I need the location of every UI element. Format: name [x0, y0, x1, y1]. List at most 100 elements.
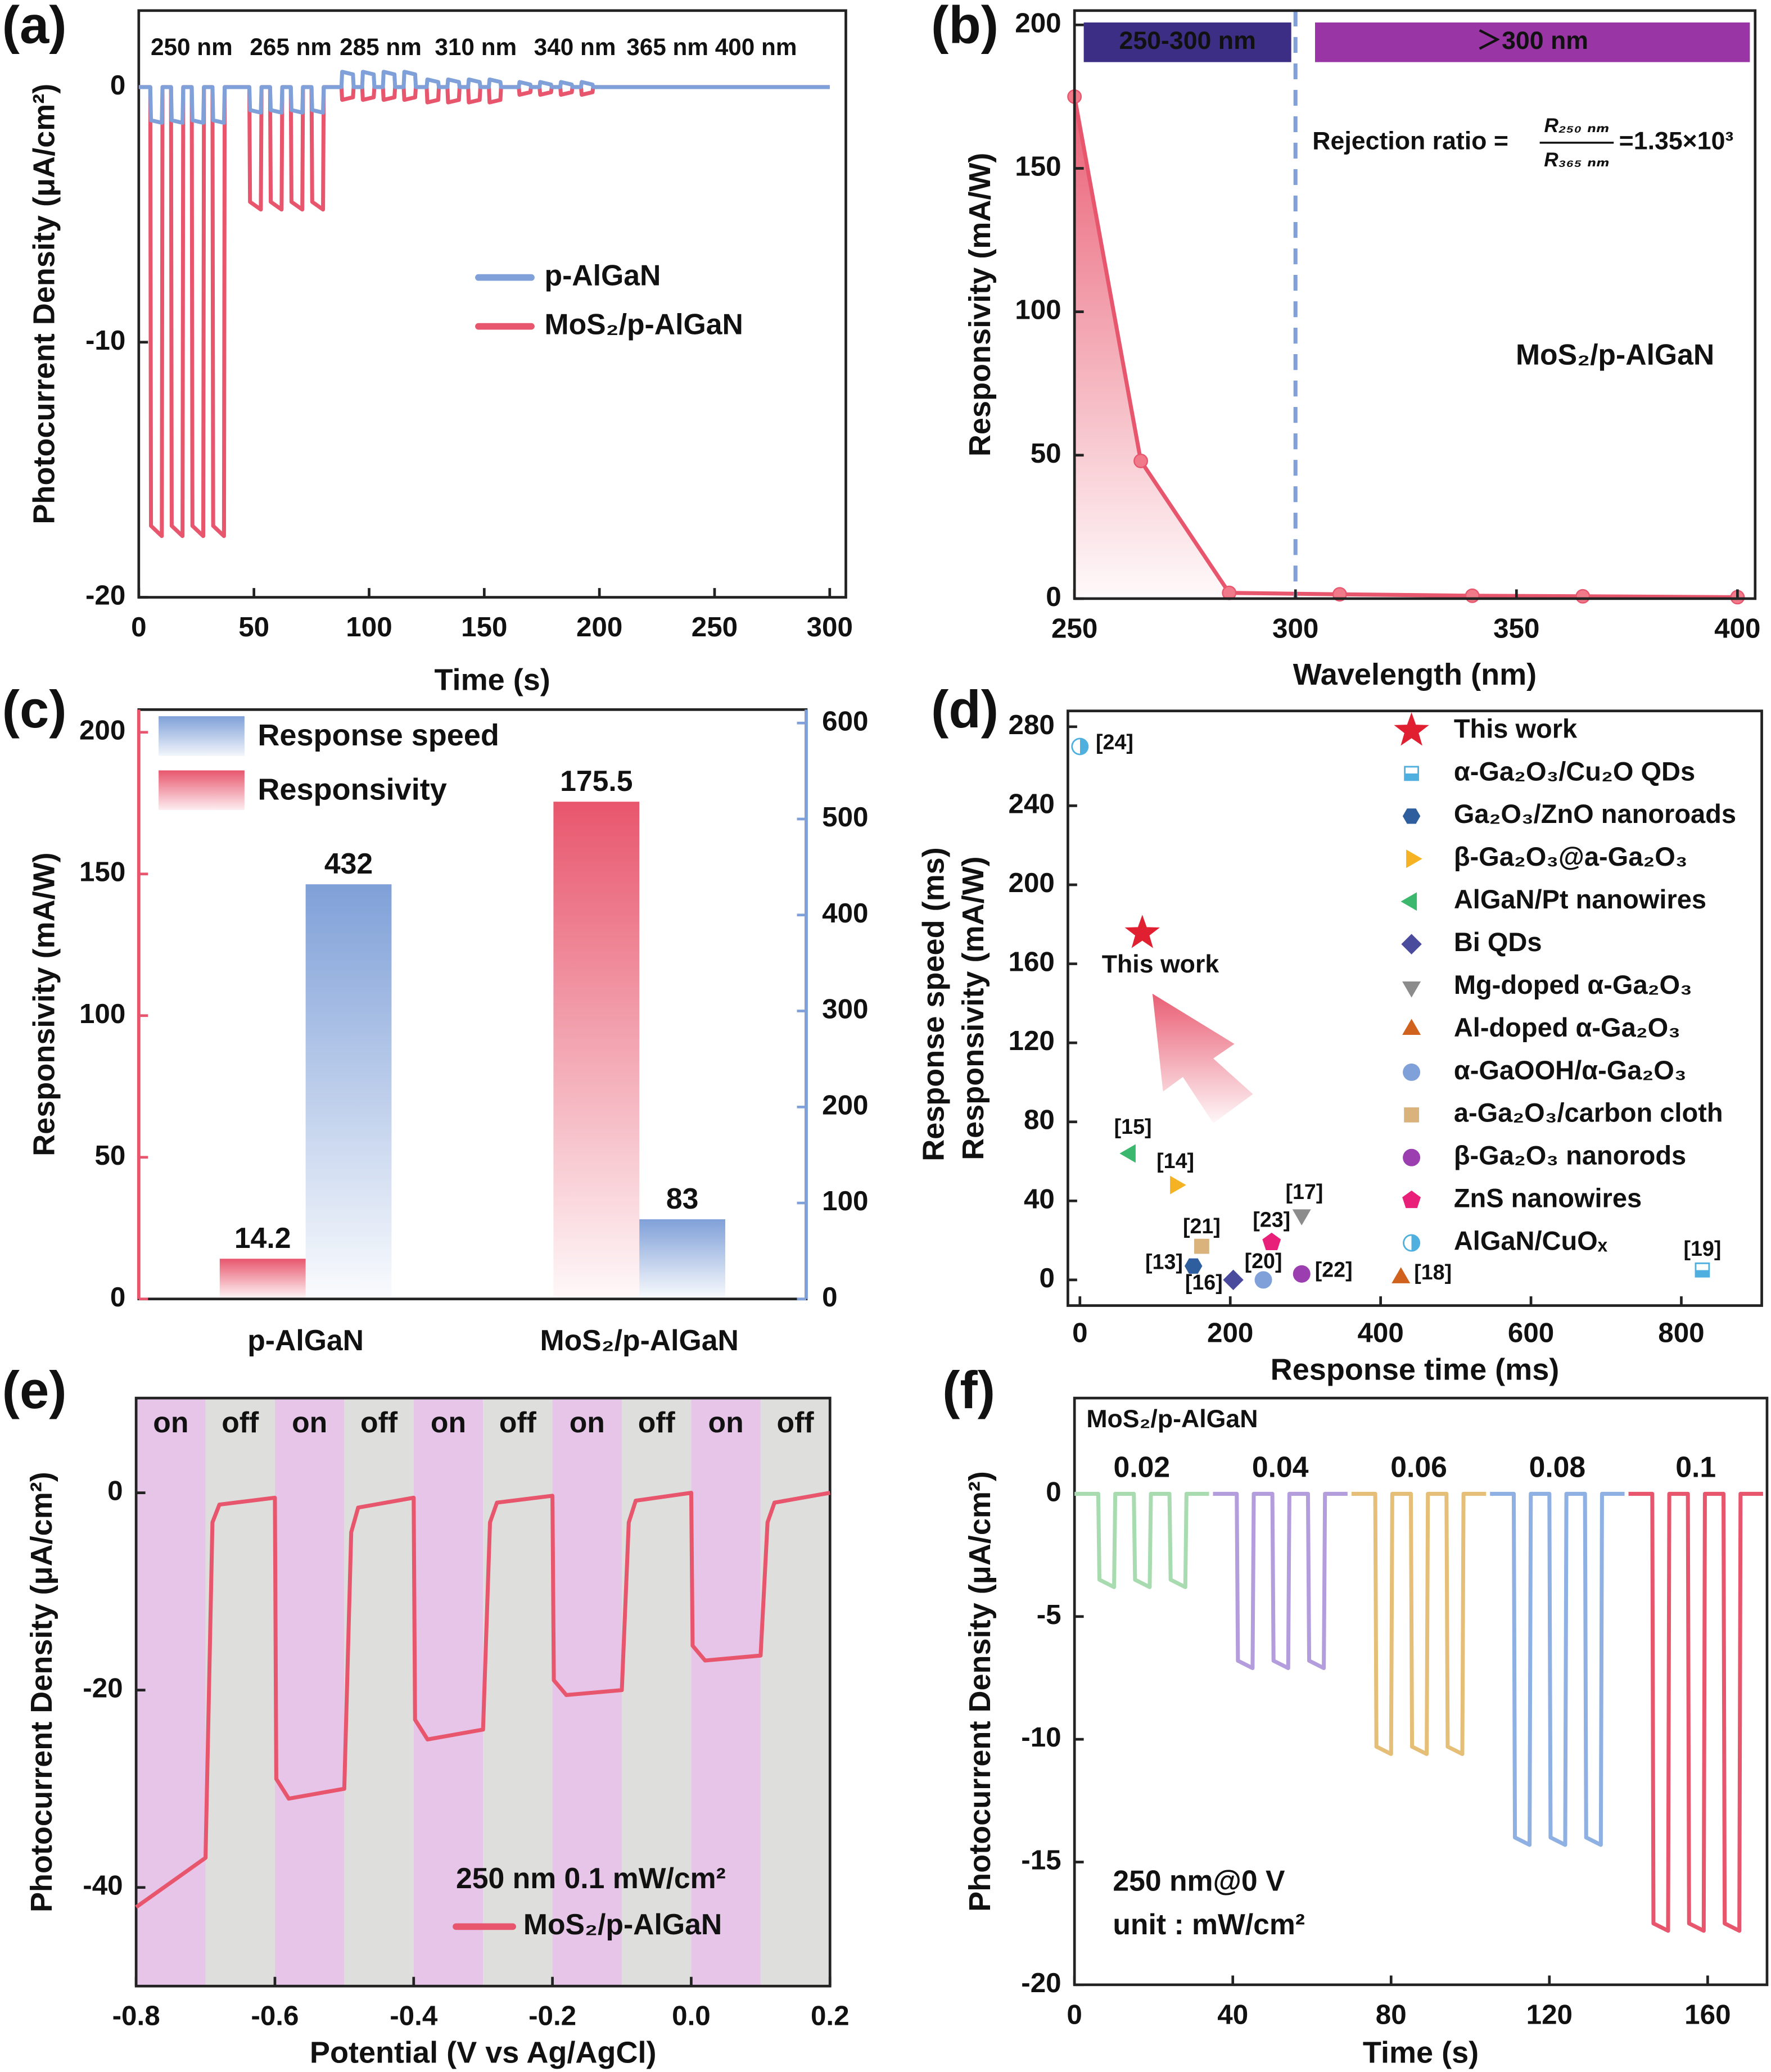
series-line	[138, 70, 830, 125]
bar-value-label: 14.2	[234, 1222, 291, 1254]
x-tick-label: 0	[1072, 1317, 1087, 1348]
legend-marker	[1401, 934, 1422, 954]
plot-frame	[137, 9, 847, 599]
x-tick-label: 400	[1357, 1317, 1403, 1348]
legend-label: MoS₂/p-AlGaN	[523, 1908, 722, 1940]
legend-swatch	[159, 716, 245, 756]
x-tick-label: 0.0	[672, 2001, 711, 2032]
panel-label: (b)	[931, 0, 999, 55]
legend-label: β-Ga₂O₃ nanorods	[1454, 1141, 1686, 1170]
series-label: MoS₂/p-AlGaN	[1516, 338, 1714, 370]
legend-label: p-AlGaN	[545, 259, 661, 291]
y-tick-label: -5	[1037, 1599, 1061, 1630]
condition-label: unit : mW/cm²	[1113, 1908, 1305, 1940]
y-tick-label: 150	[79, 857, 125, 888]
point-label: [20]	[1245, 1249, 1282, 1273]
band	[1083, 22, 1291, 62]
point-label: [15]	[1114, 1115, 1152, 1138]
data-point	[1254, 1271, 1272, 1289]
x-tick-label: 160	[1684, 1999, 1731, 2030]
x-tick-label: 250	[1051, 613, 1097, 644]
data-point	[1223, 1269, 1244, 1291]
legend-marker	[1394, 712, 1429, 746]
legend-label: AlGaN/CuOₓ	[1454, 1226, 1608, 1256]
y2-tick-label: 200	[822, 1089, 868, 1120]
legend-marker	[1400, 892, 1417, 911]
annotation-denominator: R₃₆₅ ₙₘ	[1544, 149, 1609, 171]
x-tick-label: 0	[1067, 1999, 1082, 2030]
wavelength-label: 285 nm	[340, 34, 422, 60]
legend-marker	[1402, 1019, 1421, 1035]
plot-frame	[1073, 1396, 1769, 1987]
band-label: ＞300 nm	[1476, 27, 1588, 55]
y-tick-label: 40	[1024, 1183, 1055, 1214]
legend-label: Ga₂O₃/ZnO nanoroads	[1454, 799, 1736, 829]
panel-label: (a)	[2, 0, 67, 55]
y-tick-label: 200	[1015, 7, 1061, 38]
band-label: off	[777, 1406, 815, 1438]
data-point	[1119, 1144, 1136, 1163]
x-tick-label: 300	[807, 612, 853, 643]
y2-tick-label: 300	[822, 994, 868, 1025]
bar-value-label: 175.5	[560, 764, 632, 797]
data-point	[1575, 589, 1591, 604]
y2-tick-label: 400	[822, 898, 868, 929]
legend-label: Response speed	[257, 718, 499, 752]
x-tick-label: 80	[1376, 1999, 1407, 2030]
x-tick-label: p-AlGaN	[247, 1324, 364, 1356]
legend-label: Responsivity	[257, 772, 446, 806]
point-label: [21]	[1183, 1214, 1221, 1238]
x-axis-label: Time (s)	[435, 663, 550, 696]
y2-axis-label: Response speed (ms)	[917, 847, 951, 1161]
series-label: 0.1	[1675, 1451, 1716, 1483]
wavelength-label: 365 nm	[626, 34, 708, 60]
panel-label: (d)	[931, 680, 999, 739]
x-axis-label: Time (s)	[1363, 2036, 1479, 2070]
legend-label: This work	[1454, 713, 1578, 743]
wavelength-label: 400 nm	[715, 34, 797, 60]
panel-label: (c)	[2, 680, 67, 739]
bar	[553, 802, 640, 1299]
point-label: [18]	[1414, 1260, 1452, 1284]
bar	[219, 1259, 306, 1299]
wavelength-label: 265 nm	[250, 34, 332, 60]
y2-tick-label: 500	[822, 802, 868, 833]
series-line	[135, 1491, 830, 1909]
data-point	[1465, 588, 1480, 603]
series-line	[1628, 1491, 1763, 1933]
y-tick-label: 50	[1031, 438, 1061, 469]
point-label: [14]	[1156, 1149, 1194, 1173]
y-tick-label: -20	[83, 1673, 123, 1704]
bar	[639, 1219, 725, 1299]
data-point	[1262, 1232, 1281, 1251]
point-label: [13]	[1145, 1250, 1183, 1274]
data-point	[1184, 1258, 1203, 1274]
legend-marker	[1406, 849, 1422, 868]
x-tick-label: 100	[346, 612, 392, 643]
y-tick-label: 0	[110, 70, 125, 101]
panel-label: (f)	[942, 1360, 995, 1419]
data-point	[1194, 1238, 1209, 1254]
wavelength-label: 310 nm	[435, 34, 517, 60]
y-axis-label: Photocurrent Density (μA/cm²)	[963, 1471, 997, 1912]
band	[483, 1398, 553, 1987]
y-axis-label: Responsivity (mA/W)	[28, 852, 61, 1156]
y-tick-label: 200	[1009, 867, 1055, 898]
legend-label: α-GaOOH/α-Ga₂O₃	[1454, 1055, 1687, 1085]
legend-swatch	[159, 770, 245, 811]
x-tick-label: -0.4	[390, 2001, 438, 2032]
legend-marker	[1404, 1107, 1419, 1123]
y-tick-label: 50	[94, 1140, 125, 1171]
x-tick-label: 800	[1658, 1317, 1704, 1348]
annotation: This work	[1102, 951, 1219, 978]
point-label: [19]	[1683, 1237, 1721, 1260]
series-label: 0.02	[1113, 1451, 1170, 1483]
legend-label: Al-doped α-Ga₂O₃	[1454, 1012, 1680, 1042]
band-label: off	[638, 1406, 676, 1438]
point-label: [22]	[1315, 1258, 1353, 1282]
panel-title: MoS₂/p-AlGaN	[1086, 1405, 1258, 1433]
band	[344, 1398, 414, 1987]
y-tick-label: 0	[1046, 1476, 1061, 1507]
series-line	[1074, 1491, 1209, 1589]
